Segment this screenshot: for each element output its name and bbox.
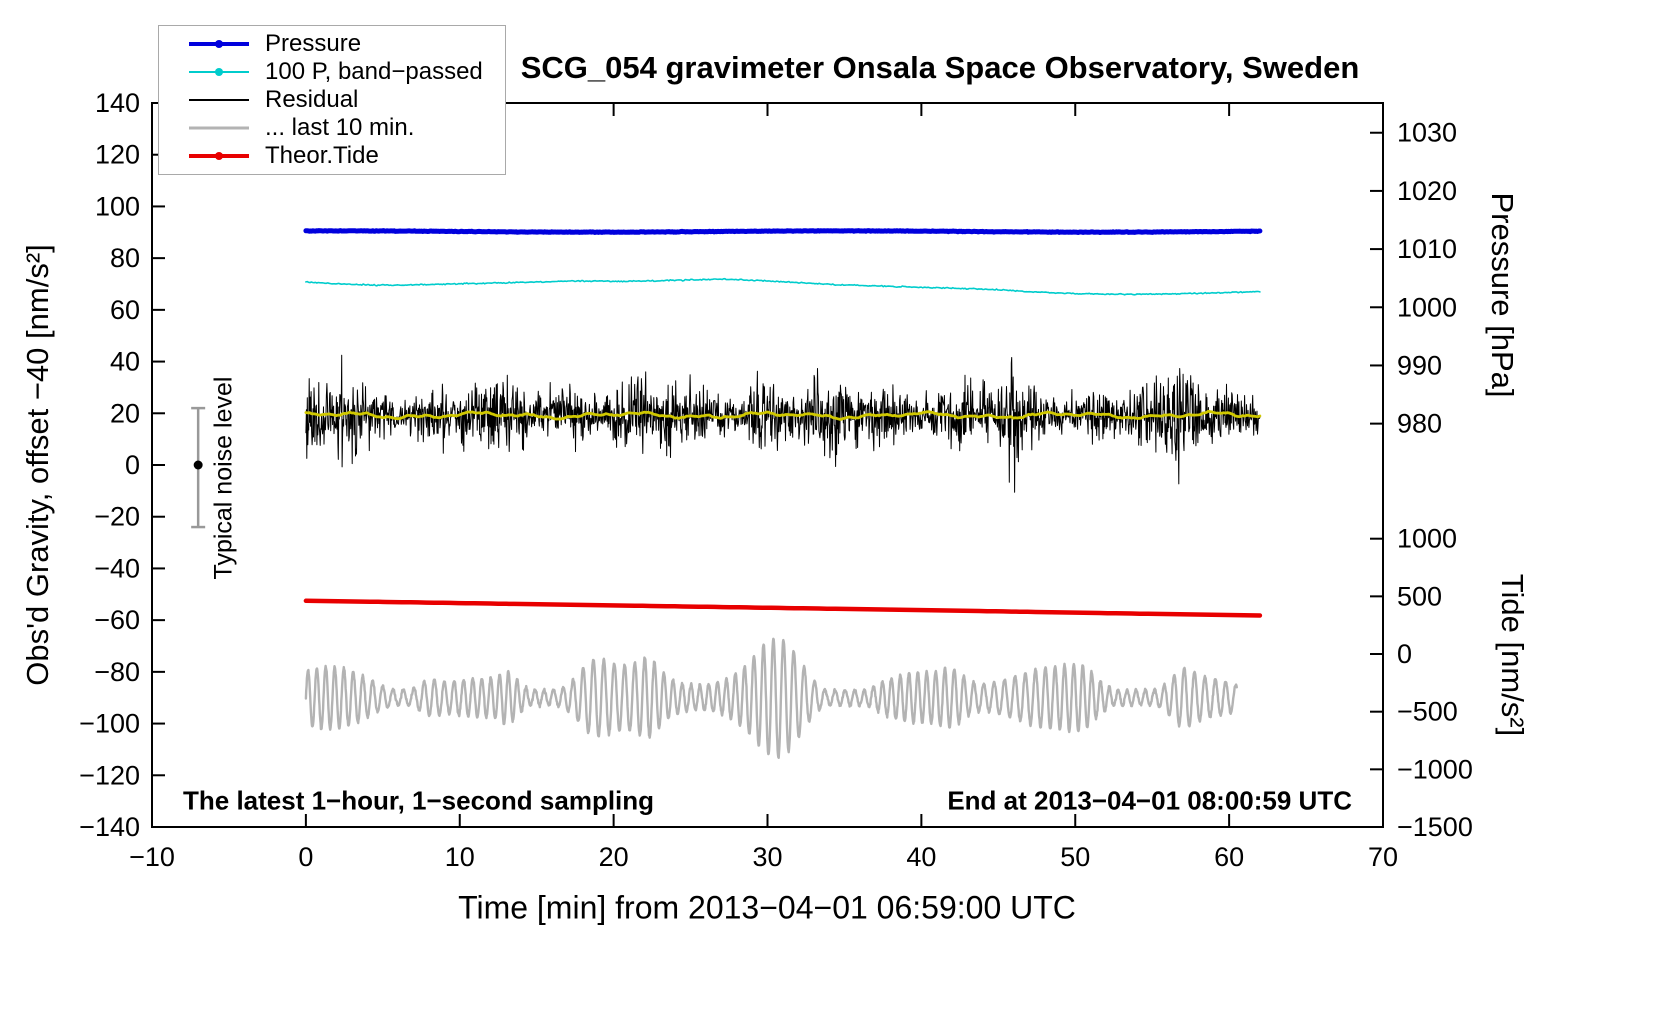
y-axis-label-gravity: Obs'd Gravity, offset −40 [nm/s²] <box>20 244 55 686</box>
last10-line-icon <box>187 121 251 135</box>
x-tick-label: −10 <box>129 842 175 872</box>
y-tick-label-pressure: 990 <box>1397 350 1442 380</box>
y-tick-label-left: 100 <box>95 191 140 221</box>
y-tick-label-left: −80 <box>94 657 140 687</box>
series-pressure <box>303 228 1263 235</box>
y-tick-label-left: 60 <box>110 295 140 325</box>
y-tick-label-pressure: 1030 <box>1397 118 1457 148</box>
y-tick-label-left: −60 <box>94 605 140 635</box>
y-tick-label-pressure: 980 <box>1397 409 1442 439</box>
y-tick-label-left: 40 <box>110 347 140 377</box>
legend-marker-glyph <box>189 68 249 76</box>
y-tick-label-left: 80 <box>110 243 140 273</box>
legend-item-label: Pressure <box>265 30 362 57</box>
y-tick-label-pressure: 1010 <box>1397 234 1457 264</box>
legend-marker-glyph <box>189 99 249 101</box>
residual-line-icon <box>187 93 251 107</box>
legend-marker-glyph <box>189 152 249 160</box>
y-tick-label-tide: 1000 <box>1397 524 1457 554</box>
y-tick-label-left: −20 <box>94 502 140 532</box>
legend-item-label: 100 P, band−passed <box>265 58 483 85</box>
noise-bar-dot <box>193 460 203 470</box>
noise-level-label: Typical noise level <box>209 376 238 580</box>
y-tick-label-left: 20 <box>110 398 140 428</box>
x-tick-label: 30 <box>752 842 782 872</box>
legend-marker-glyph <box>189 40 249 48</box>
legend-item-label: Theor.Tide <box>265 142 379 169</box>
legend-item-theor-tide: Theor.Tide <box>159 142 505 170</box>
y-tick-label-left: −40 <box>94 553 140 583</box>
y-tick-label-left: 140 <box>95 88 140 118</box>
legend-item-band-passed: 100 P, band−passed <box>159 58 505 86</box>
y-tick-label-tide: 500 <box>1397 581 1442 611</box>
chart-title: SCG_054 gravimeter Onsala Space Observat… <box>520 50 1360 85</box>
y-axis-label-tide: Tide [nm/s²] <box>1495 573 1530 737</box>
y-axis-label-pressure: Pressure [hPa] <box>1485 192 1520 398</box>
legend-item-label: Residual <box>265 86 359 113</box>
legend-item-pressure: Pressure <box>159 30 505 58</box>
x-tick-label: 70 <box>1368 842 1398 872</box>
x-tick-label: 10 <box>445 842 475 872</box>
series-residual <box>305 354 1261 493</box>
y-tick-label-left: −100 <box>79 709 140 739</box>
x-tick-label: 0 <box>298 842 313 872</box>
x-tick-label: 60 <box>1214 842 1244 872</box>
series-band_passed <box>305 277 1261 296</box>
x-tick-label: 20 <box>599 842 629 872</box>
y-tick-label-tide: −500 <box>1397 697 1458 727</box>
sampling-note: The latest 1−hour, 1−second sampling <box>183 785 655 816</box>
pressure-line-icon <box>187 37 251 51</box>
y-tick-label-pressure: 1000 <box>1397 292 1457 322</box>
legend-item-label: ... last 10 min. <box>265 114 415 141</box>
theor-tide-line-icon <box>187 149 251 163</box>
y-tick-label-left: −120 <box>79 760 140 790</box>
x-tick-label: 50 <box>1060 842 1090 872</box>
y-tick-label-left: −140 <box>79 812 140 842</box>
end-time-note: End at 2013−04−01 08:00:59 UTC <box>947 785 1352 816</box>
x-tick-label: 40 <box>906 842 936 872</box>
series-residual_last10 <box>304 637 1238 759</box>
y-tick-label-tide: −1000 <box>1397 754 1473 784</box>
x-axis-label: Time [min] from 2013−04−01 06:59:00 UTC <box>458 889 1076 926</box>
legend-item-residual: Residual <box>159 86 505 114</box>
y-tick-label-left: 0 <box>125 450 140 480</box>
series-theor_tide <box>303 598 1263 618</box>
y-tick-label-tide: 0 <box>1397 639 1412 669</box>
legend: Pressure 100 P, band−passed Residual ...… <box>158 25 506 175</box>
band-passed-line-icon <box>187 65 251 79</box>
y-tick-label-pressure: 1020 <box>1397 176 1457 206</box>
legend-item-last10: ... last 10 min. <box>159 114 505 142</box>
series-residual_mean <box>304 409 1262 421</box>
y-tick-label-left: 120 <box>95 140 140 170</box>
y-tick-label-tide: −1500 <box>1397 812 1473 842</box>
legend-marker-glyph <box>189 126 249 130</box>
